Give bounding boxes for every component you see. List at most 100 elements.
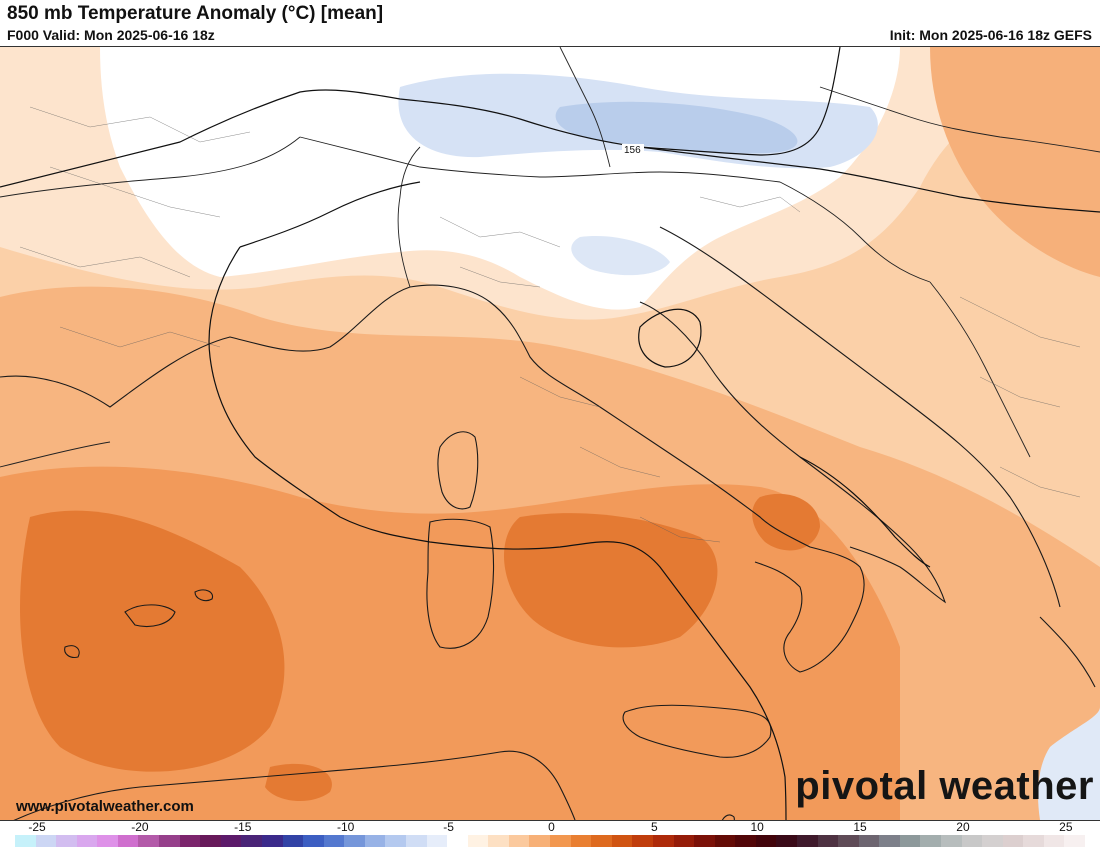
admin-borders-italy [439, 216, 721, 543]
colorbar-tick-label: -10 [336, 820, 355, 834]
contour-closed-adriatic [638, 308, 702, 368]
colorbar-segment [858, 835, 880, 847]
anomaly-map[interactable]: 156 [0, 46, 1100, 821]
contour-southeast [799, 456, 931, 568]
colorbar-tick-label: 15 [853, 820, 867, 834]
colorbar-tick-label: -15 [234, 820, 252, 834]
admin-borders-balkans [699, 196, 1081, 498]
border-spain-france [0, 441, 111, 468]
colorbar-segment [838, 835, 859, 847]
border-france-italy [397, 146, 421, 288]
colorbar-segment [323, 835, 345, 847]
colorbar-segment [117, 835, 139, 847]
colorbar-segment [488, 835, 509, 847]
colorbar-segment [447, 835, 468, 847]
height-contours [0, 47, 1100, 820]
border-germany-austria [559, 47, 611, 168]
contour-north [0, 47, 841, 188]
colorbar-segment [405, 835, 427, 847]
contour-156 [639, 146, 1100, 213]
colorbar-segment [241, 835, 262, 847]
contour-label-bg [622, 144, 644, 155]
anomaly-cool-core [555, 101, 798, 154]
coast-balkans [659, 226, 1061, 608]
colorbar-segment [920, 835, 942, 847]
colorbar-tick-label: 10 [750, 820, 764, 834]
admin-borders [19, 106, 1081, 543]
colorbar-segment [1064, 835, 1086, 847]
pivotal-weather-logo: pivotal weather [795, 764, 1094, 808]
country-borders [0, 47, 1100, 468]
colorbar-segment [550, 835, 571, 847]
colorbar-segment [776, 835, 797, 847]
website-url[interactable]: www.pivotalweather.com [16, 798, 194, 815]
contour-central [208, 246, 787, 820]
map-header: 850 mb Temperature Anomaly (°C) [mean] F… [0, 0, 1100, 46]
coast-corsica [437, 431, 479, 510]
colorbar-segment [755, 835, 777, 847]
colorbar-segment [982, 835, 1003, 847]
colorbar-segment [714, 835, 736, 847]
colorbar-segment [220, 835, 242, 847]
colorbar-segment [591, 835, 612, 847]
colorbar-segment [941, 835, 962, 847]
colorbar-segment [652, 835, 674, 847]
colorbar-segment [529, 835, 551, 847]
colorbar-segment [632, 835, 653, 847]
colorbar-segment [694, 835, 715, 847]
coast-malta [721, 814, 735, 820]
colorbar-segment [303, 835, 324, 847]
valid-time-label: F000 Valid: Mon 2025-06-16 18z [7, 27, 215, 43]
colorbar-tick-label: -20 [131, 820, 149, 834]
colorbar-segment [673, 835, 695, 847]
colorbar-segment [467, 835, 489, 847]
anomaly-core-africa [265, 763, 332, 802]
colorbar-segment [282, 835, 304, 847]
colorbar-tick-label: -5 [443, 820, 454, 834]
colorbar-segment [611, 835, 633, 847]
coast-greece [1039, 616, 1096, 688]
init-time-label: Init: Mon 2025-06-16 18z GEFS [889, 27, 1092, 43]
colorbar-segment [1023, 835, 1044, 847]
colorbar-segment [426, 835, 448, 847]
colorbar-segment [570, 835, 592, 847]
colorbar-segment [796, 835, 818, 847]
colorbar-segment [817, 835, 839, 847]
colorbar-segment [344, 835, 365, 847]
colorbar-segment [35, 835, 57, 847]
border-alps [299, 136, 781, 183]
coast-mallorca [124, 604, 176, 628]
colorbar-segment [508, 835, 530, 847]
contour-west-branch [239, 181, 421, 248]
colorbar-tick-label: -25 [28, 820, 46, 834]
coast-italy-west [0, 284, 865, 673]
colorbar-segment [15, 835, 36, 847]
map-canvas: 156 [0, 47, 1100, 820]
colorbar-segment [879, 835, 900, 847]
colorbar-segment [97, 835, 118, 847]
coast-sicily [622, 704, 772, 758]
anomaly-cool-southeast [1038, 707, 1100, 820]
anomaly-core-west [20, 510, 285, 772]
colorbar-segment [179, 835, 201, 847]
colorbar-segment [261, 835, 283, 847]
colorbar-segment [138, 835, 160, 847]
colorbar-segment [76, 835, 98, 847]
coast-menorca [194, 589, 214, 602]
colorbar-segment [1002, 835, 1024, 847]
coast-north-africa [13, 750, 576, 820]
map-title: 850 mb Temperature Anomaly (°C) [mean] [7, 3, 384, 24]
colorbar-segment [899, 835, 921, 847]
colorbar: -25 -20 -15 -10 -5 0 5 10 15 20 25 [15, 820, 1086, 850]
colorbar-segment [364, 835, 386, 847]
coast-ibiza [64, 645, 80, 658]
coast-sardinia [426, 518, 495, 649]
border-balkans-inner [929, 281, 1031, 458]
contour-label-156: 156 [624, 145, 641, 156]
colorbar-segment [735, 835, 756, 847]
colorbar-segment [159, 835, 180, 847]
anomaly-warm-northeast [930, 47, 1100, 277]
colorbar-tick-label: 20 [956, 820, 970, 834]
colorbar-scale [15, 835, 1086, 847]
border-france-north [0, 136, 301, 198]
